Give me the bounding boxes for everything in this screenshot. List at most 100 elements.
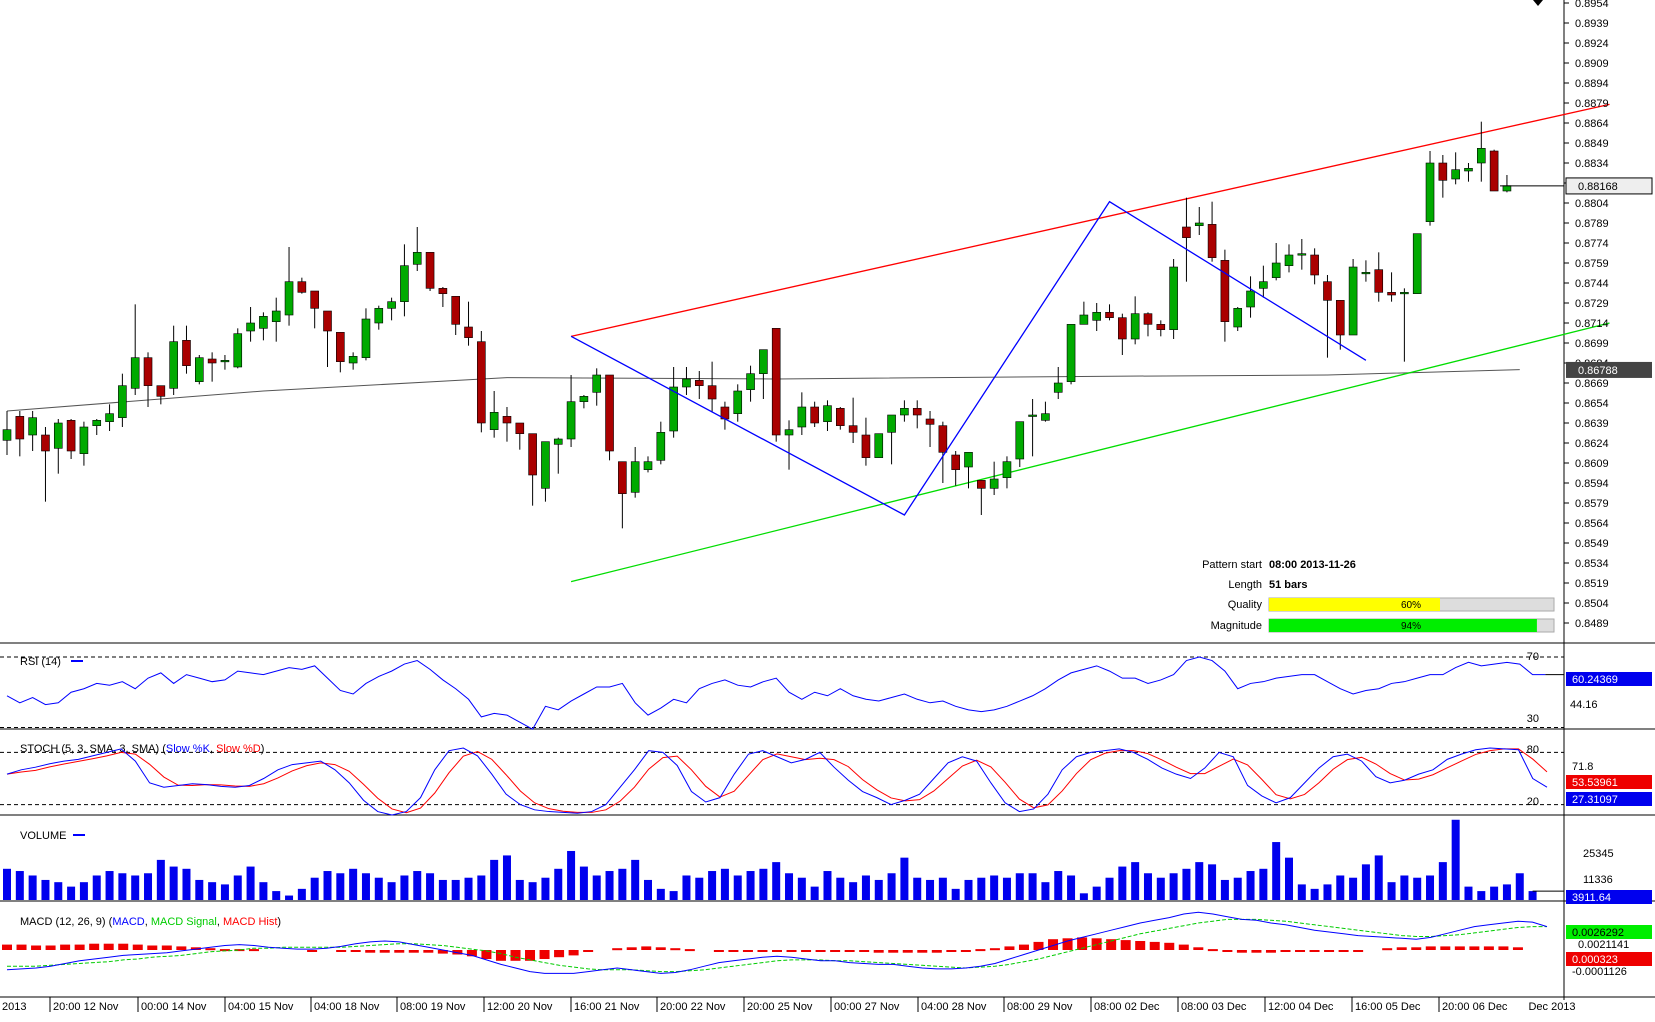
candle: [810, 401, 819, 427]
candle-body: [528, 433, 537, 476]
macd-hist-bar: [307, 950, 318, 952]
volume-bar: [1464, 886, 1473, 900]
pattern-start-value: 08:00 2013-11-26: [1269, 559, 1356, 571]
volume-bar: [913, 877, 922, 900]
volume-bar: [1067, 875, 1076, 900]
macd-hist-bar: [1004, 946, 1015, 950]
stoch-panel: STOCH (5, 3, SMA, 3, SMA) (Slow %K, Slow…: [0, 743, 1652, 816]
candle: [1130, 296, 1140, 345]
candle: [1182, 197, 1191, 282]
candle: [156, 385, 166, 405]
macd-hist-bar: [902, 950, 913, 953]
volume-bar: [1143, 873, 1152, 900]
volume-bar: [438, 879, 447, 900]
volume-bar: [246, 866, 255, 900]
volume-bar: [387, 882, 396, 900]
candle: [861, 417, 871, 466]
x-tick-label: 12:00 04 Dec: [1268, 1001, 1334, 1013]
macd-legend-macd: MACD: [112, 916, 144, 928]
x-tick-label: 04:00 15 Nov: [228, 1001, 294, 1013]
macd-signal-line: [7, 918, 1547, 973]
quality-bar-fill: [1269, 598, 1440, 611]
candle-body: [1438, 162, 1448, 181]
candle: [348, 352, 358, 370]
volume-bar: [54, 882, 63, 900]
price-tick-label: 0.8549: [1575, 538, 1609, 550]
candle: [771, 328, 781, 442]
candle: [1194, 207, 1204, 235]
rsi-title: RSI (14): [20, 656, 61, 668]
volume-bar: [746, 871, 755, 900]
candle: [1464, 163, 1473, 182]
volume-bar: [1092, 886, 1101, 900]
candle: [1438, 155, 1448, 198]
x-tick-label: 08:00 19 Nov: [400, 1001, 466, 1013]
volume-bar: [759, 868, 768, 900]
candle: [412, 227, 422, 271]
volume-bar: [528, 882, 537, 900]
volume-bar: [1349, 877, 1358, 900]
candle: [643, 456, 653, 473]
price-tick-label: 0.8894: [1575, 78, 1609, 90]
volume-bar: [1246, 871, 1255, 900]
candle: [297, 277, 307, 294]
macd-legend-signal: MACD Signal: [151, 916, 217, 928]
macd-hist-bar: [379, 950, 390, 953]
price-tick-label: 0.8729: [1575, 298, 1609, 310]
candle: [1425, 151, 1435, 226]
macd-hist-bar: [1280, 950, 1291, 952]
candle: [1284, 244, 1294, 273]
macd-hist-bar: [525, 950, 536, 961]
x-tick-label: 20:00 12 Nov: [53, 1001, 119, 1013]
candle: [694, 371, 704, 399]
macd-hist-bar: [394, 950, 405, 953]
candle: [835, 407, 845, 430]
volume-bar: [1310, 888, 1319, 900]
candle: [630, 447, 640, 498]
candle-body: [964, 452, 973, 468]
price-tick-label: 0.8624: [1575, 438, 1609, 450]
candle: [464, 301, 473, 346]
chevron-down-icon[interactable]: [1533, 0, 1543, 6]
candle: [387, 297, 396, 321]
x-tick-label: 20:00 06 Dec: [1442, 1001, 1508, 1013]
macd-hist-bar: [423, 950, 434, 953]
x-tick-label: 12:00 20 Nov: [487, 1001, 553, 1013]
candle-body: [1412, 233, 1422, 294]
stoch-title-row: STOCH (5, 3, SMA, 3, SMA) (Slow %K, Slow…: [20, 743, 264, 755]
candle-body: [323, 310, 332, 332]
macd-hist-bar: [219, 949, 230, 952]
x-tick-label: 00:00 14 Nov: [141, 1001, 207, 1013]
macd-hist-bar: [757, 950, 768, 952]
candle-body: [553, 438, 563, 445]
candle-body: [694, 380, 704, 386]
volume-bar: [323, 871, 332, 900]
macd-hist-bar: [74, 944, 85, 950]
macd-hist-bar: [1425, 946, 1436, 950]
volume-bar: [426, 873, 435, 900]
macd-hist-bar: [830, 950, 841, 952]
stoch-mid-label: 71.8: [1572, 761, 1593, 773]
candle-body: [15, 416, 25, 440]
macd-hist-bar: [147, 945, 158, 950]
macd-hist-bar: [1324, 950, 1335, 952]
candle-body: [1207, 224, 1217, 258]
macd-hist-bar: [1338, 950, 1349, 952]
candle-body: [1297, 253, 1307, 256]
magnitude-value: 94%: [1401, 621, 1421, 632]
volume-bar: [349, 868, 358, 900]
candle-body: [1169, 266, 1178, 330]
x-tick-label: 04:00 28 Nov: [921, 1001, 987, 1013]
candle: [1348, 259, 1358, 336]
volume-bar: [1502, 884, 1511, 900]
price-tick-label: 0.8924: [1575, 38, 1609, 50]
macd-hist-bar: [248, 949, 259, 952]
price-tick-label: 0.8504: [1575, 598, 1609, 610]
macd-hist-bar: [1018, 944, 1029, 950]
macd-hist-bar: [1295, 950, 1306, 952]
stoch-d-line: [6, 748, 1548, 814]
volume-bar: [28, 875, 37, 900]
volume-bar: [1118, 866, 1127, 900]
macd-hist-bar: [1396, 947, 1407, 950]
candle: [130, 304, 140, 395]
